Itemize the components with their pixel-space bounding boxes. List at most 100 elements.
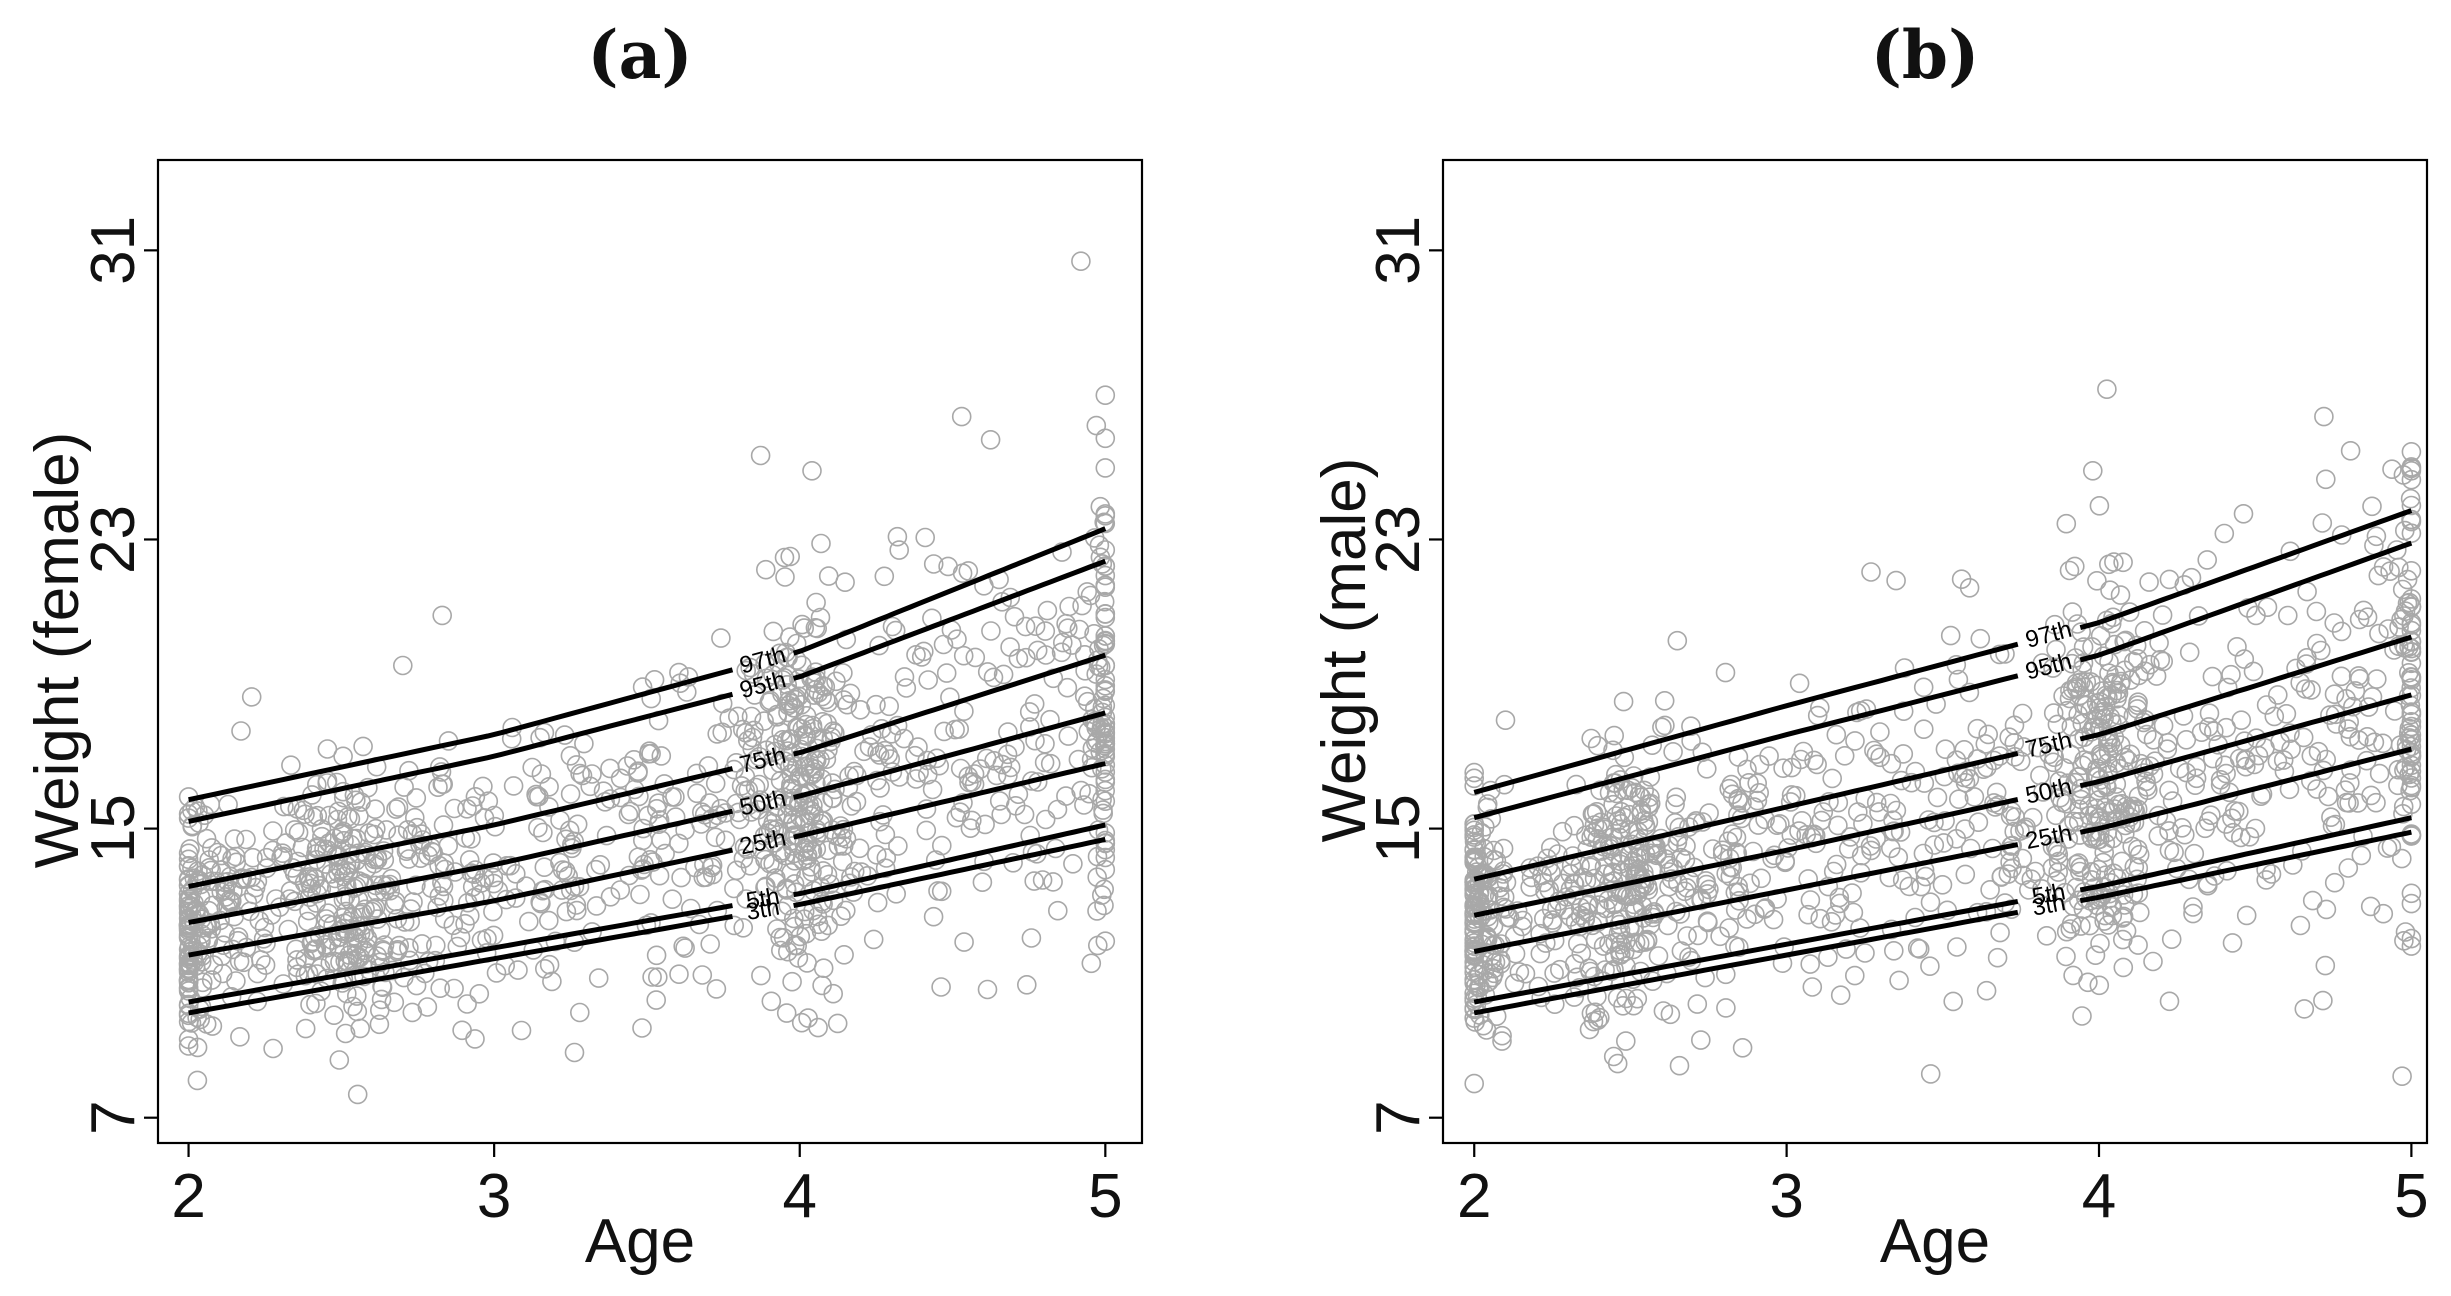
data-point — [727, 706, 748, 727]
data-point — [399, 938, 419, 958]
data-point — [975, 814, 995, 835]
data-point — [2395, 922, 2416, 942]
data-point — [2086, 675, 2106, 696]
data-point — [403, 892, 423, 912]
data-point — [1004, 606, 1025, 627]
data-point — [1729, 937, 1749, 958]
data-point — [770, 927, 790, 948]
data-point — [1071, 780, 1091, 801]
data-point — [894, 728, 914, 749]
data-point — [2071, 916, 2091, 936]
data-point — [1980, 879, 2000, 900]
data-point — [2248, 745, 2269, 766]
data-point — [2113, 552, 2133, 573]
data-point — [1829, 887, 1850, 908]
data-point — [295, 804, 315, 825]
data-point — [1095, 458, 1116, 478]
data-point — [2088, 766, 2108, 787]
data-point — [2088, 859, 2109, 880]
data-point — [572, 765, 593, 786]
data-point — [1648, 946, 1669, 966]
data-point — [2296, 654, 2317, 674]
data-point — [2036, 925, 2057, 946]
data-point — [983, 667, 1004, 688]
data-point — [333, 746, 353, 767]
data-point — [1830, 893, 1850, 914]
data-point — [1749, 782, 1769, 803]
data-point — [808, 1017, 828, 1038]
data-point — [774, 547, 795, 568]
data-point — [600, 886, 621, 907]
data-point — [875, 858, 896, 879]
data-point — [1763, 909, 1784, 930]
data-point — [2399, 592, 2420, 613]
data-point — [178, 1005, 199, 1026]
data-point — [807, 618, 828, 639]
data-point — [1530, 943, 1551, 964]
data-point — [1015, 616, 1036, 637]
data-point — [1800, 954, 1820, 974]
data-point — [2161, 929, 2182, 950]
data-point — [724, 915, 745, 936]
panel-a-x-axis-label: Age — [585, 1207, 695, 1276]
data-point — [846, 765, 867, 786]
data-point — [2056, 513, 2077, 534]
data-point — [2064, 811, 2084, 832]
data-point — [1989, 644, 2010, 665]
data-point — [906, 769, 926, 789]
data-point — [450, 927, 471, 948]
panel-a-title: (a) — [587, 16, 692, 94]
data-point — [951, 406, 972, 427]
data-point — [806, 592, 826, 613]
data-point — [1079, 783, 1099, 804]
data-point — [665, 787, 685, 807]
data-point — [1603, 1046, 1624, 1067]
data-point — [223, 881, 243, 901]
data-point — [2301, 771, 2321, 791]
data-point — [2055, 882, 2075, 903]
data-point — [760, 819, 781, 839]
data-point — [738, 795, 759, 816]
data-point — [1722, 857, 1742, 878]
data-point — [922, 779, 943, 800]
data-point — [2399, 764, 2419, 785]
data-point — [2335, 780, 2356, 801]
data-point — [2104, 552, 2124, 572]
data-point — [566, 900, 587, 921]
data-point — [1468, 977, 1489, 998]
data-point — [1627, 988, 1648, 1009]
data-point — [1062, 635, 1082, 655]
data-point — [1464, 820, 1484, 841]
data-point — [1677, 926, 1697, 946]
data-point — [1581, 827, 1601, 848]
data-point — [457, 798, 477, 819]
data-point — [255, 955, 276, 975]
data-point — [178, 969, 199, 990]
data-point — [2401, 495, 2422, 516]
data-point — [1947, 937, 1967, 957]
percentile-curve-25th — [1473, 746, 2413, 954]
data-point — [1080, 585, 1101, 606]
data-point — [768, 652, 788, 673]
data-point — [1635, 815, 1656, 836]
data-point — [737, 839, 758, 860]
data-point — [2110, 735, 2131, 756]
data-point — [782, 813, 803, 833]
data-point — [2306, 601, 2327, 622]
data-point — [671, 867, 691, 888]
data-point — [870, 778, 890, 798]
data-point — [2401, 469, 2422, 490]
data-point — [2297, 647, 2317, 668]
data-point — [1955, 864, 1976, 885]
data-point — [369, 1014, 390, 1035]
data-point — [2137, 724, 2157, 745]
data-point — [2313, 990, 2333, 1011]
data-point — [763, 621, 784, 642]
data-point — [1924, 835, 1945, 855]
data-point — [1548, 844, 1568, 864]
data-point — [740, 855, 761, 876]
x-tick-label: 3 — [1769, 1162, 1803, 1231]
data-point — [2113, 957, 2134, 978]
data-point — [750, 445, 771, 466]
data-point — [630, 884, 650, 905]
